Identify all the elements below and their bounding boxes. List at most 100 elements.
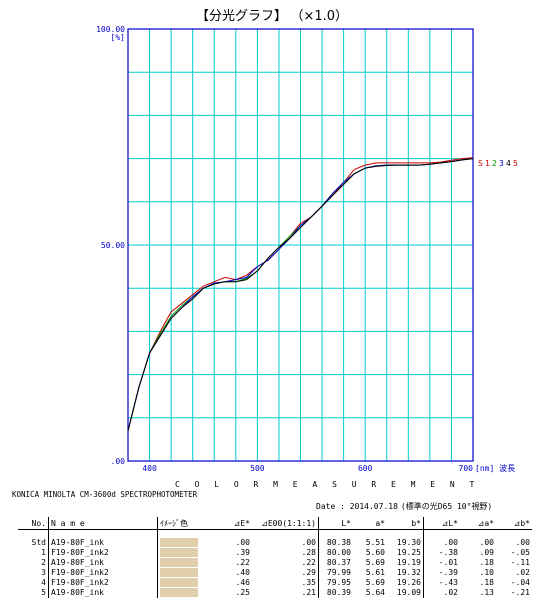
- y-tick-label: 50.00: [101, 241, 125, 250]
- cell-delta-l: -.43: [423, 578, 460, 588]
- series-line-3: [127, 158, 474, 431]
- header-image-color: ｲﾒｰｼﾞ色: [157, 517, 220, 530]
- cell-delta-a: .13: [479, 588, 494, 597]
- cell-delta-e: .40: [235, 568, 250, 577]
- color-swatch: [160, 548, 198, 557]
- cell-no: 5: [41, 588, 46, 597]
- cell-delta-l: -.39: [423, 568, 460, 578]
- measurement-table: No. N a m e ｲﾒｰｼﾞ色 ⊿E* ⊿E00(1:1:1) L* a*…: [18, 517, 532, 598]
- chart-grid: [127, 28, 474, 462]
- cell-name: A19-80F_ink: [48, 588, 158, 598]
- cell-image-color: [157, 558, 220, 568]
- legend-label: S: [478, 159, 483, 168]
- cell-a: 5.69: [365, 558, 385, 567]
- cell-delta-e: .00: [235, 538, 250, 547]
- cell-delta-a: .18: [479, 578, 494, 587]
- cell-delta-e00: .29: [301, 568, 316, 577]
- cell-delta-e00: .22: [301, 558, 316, 567]
- x-tick-label: 600: [358, 464, 373, 473]
- cell-l: 80.00: [318, 548, 353, 558]
- header-no: No.: [18, 517, 49, 530]
- cell-no: 4: [41, 578, 46, 587]
- cell-delta-b: -.04: [510, 578, 530, 587]
- cell-delta-e: .22: [235, 558, 250, 567]
- chart-title: 【分光グラフ】 （×1.0）: [0, 5, 544, 24]
- color-swatch: [160, 578, 198, 587]
- cell-name: F19-80F_ink2: [48, 568, 158, 578]
- cell-l: 79.95: [318, 578, 353, 588]
- color-swatch: [160, 538, 198, 547]
- x-tick-label: 700: [459, 464, 474, 473]
- cell-image-color: [157, 568, 220, 578]
- header-b: b*: [387, 517, 424, 530]
- cell-delta-b: -.05: [510, 548, 530, 557]
- date-line: Date : 2014.07.18 (標準の光D65 10°視野): [316, 501, 492, 512]
- table-row: 2 A19-80F_ink .22.22 80.37 5.69 19.19 -.01.18-…: [18, 558, 532, 568]
- cell-name: A19-80F_ink: [48, 529, 158, 548]
- cell-delta-a: .18: [479, 558, 494, 567]
- header-name: N a m e: [48, 517, 158, 530]
- cell-delta-a: .09: [479, 548, 494, 557]
- cell-l: 80.37: [318, 558, 353, 568]
- plot-frame: [127, 28, 474, 462]
- cell-a: 5.61: [365, 568, 385, 577]
- cell-a: 5.64: [365, 588, 385, 597]
- cell-name: F19-80F_ink2: [48, 578, 158, 588]
- cell-delta-a: .10: [479, 568, 494, 577]
- cell-no: 1: [41, 548, 46, 557]
- color-swatch: [160, 558, 198, 567]
- cell-b: 19.19: [396, 558, 421, 567]
- table-row: 5 A19-80F_ink .25 .21 80.39 5.64 19.09.02 .13 -.…: [18, 588, 532, 598]
- cell-name: F19-80F_ink2: [48, 548, 158, 558]
- color-measurement-label: C O L O R M E A S U R E M E N T: [175, 480, 480, 489]
- cell-delta-l: -.38: [423, 548, 460, 558]
- table-row: Std A19-80F_ink .00.00 80.38 5.51 19.30.00.00…: [18, 529, 532, 548]
- table-row: 1 F19-80F_ink2 .39 .28 80.00 5.60 19.25 -.38 .09…: [18, 548, 532, 558]
- x-tick-label: 400: [142, 464, 157, 473]
- table-row: 3 F19-80F_ink2 .40 .29 79.99 5.61 19.32 -.39 .10…: [18, 568, 532, 578]
- legend-label: 3: [499, 159, 504, 168]
- header-a: a*: [353, 517, 387, 530]
- cell-b: 19.25: [396, 548, 421, 557]
- y-tick-label: .00: [111, 457, 126, 466]
- cell-no: 3: [41, 568, 46, 577]
- cell-delta-e: .25: [235, 588, 250, 597]
- cell-delta-b: .00: [515, 538, 530, 547]
- color-swatch: [160, 588, 198, 597]
- cell-delta-e00: .35: [301, 578, 316, 587]
- cell-l: 80.39: [318, 588, 353, 598]
- cell-b: 19.30: [396, 538, 421, 547]
- header-delta-e: ⊿E*: [220, 517, 252, 530]
- y-tick-label: 100.00: [96, 25, 125, 34]
- cell-delta-e00: .00: [301, 538, 316, 547]
- cell-l: 79.99: [318, 568, 353, 578]
- cell-image-color: [157, 588, 220, 598]
- cell-delta-e00: .28: [301, 548, 316, 557]
- cell-image-color: [157, 529, 220, 548]
- header-delta-e00: ⊿E00(1:1:1): [252, 517, 319, 530]
- cell-delta-b: -.21: [510, 588, 530, 597]
- cell-delta-b: .02: [515, 568, 530, 577]
- cell-l: 80.38: [318, 529, 353, 548]
- chart-title-text: 【分光グラフ】: [195, 9, 287, 24]
- cell-b: 19.09: [396, 588, 421, 597]
- series-line-0: [127, 157, 474, 431]
- cell-delta-l: .00: [423, 529, 460, 548]
- x-unit-label: [nm] 波長: [475, 463, 515, 473]
- cell-b: 19.26: [396, 578, 421, 587]
- instrument-label: KONICA MINOLTA CM-3600d SPECTROPHOTOMETE…: [12, 490, 198, 499]
- illuminant-label: (標準の光D65 10°視野): [400, 502, 493, 511]
- cell-delta-e: .39: [235, 548, 250, 557]
- legend-label: 2: [492, 159, 497, 168]
- cell-a: 5.60: [365, 548, 385, 557]
- cell-delta-e00: .21: [301, 588, 316, 597]
- x-tick-label: 500: [250, 464, 265, 473]
- chart-ticks: 100.00 50.00 .00 [%] 400 500 600 700 [nm] 波長: [96, 25, 515, 473]
- chart-curves: [127, 157, 474, 431]
- color-swatch: [160, 568, 198, 577]
- cell-delta-b: -.11: [510, 558, 530, 567]
- cell-no: 2: [41, 558, 46, 567]
- table-header-row: No. N a m e ｲﾒｰｼﾞ色 ⊿E* ⊿E00(1:1:1) L* a*…: [18, 517, 532, 530]
- cell-image-color: [157, 578, 220, 588]
